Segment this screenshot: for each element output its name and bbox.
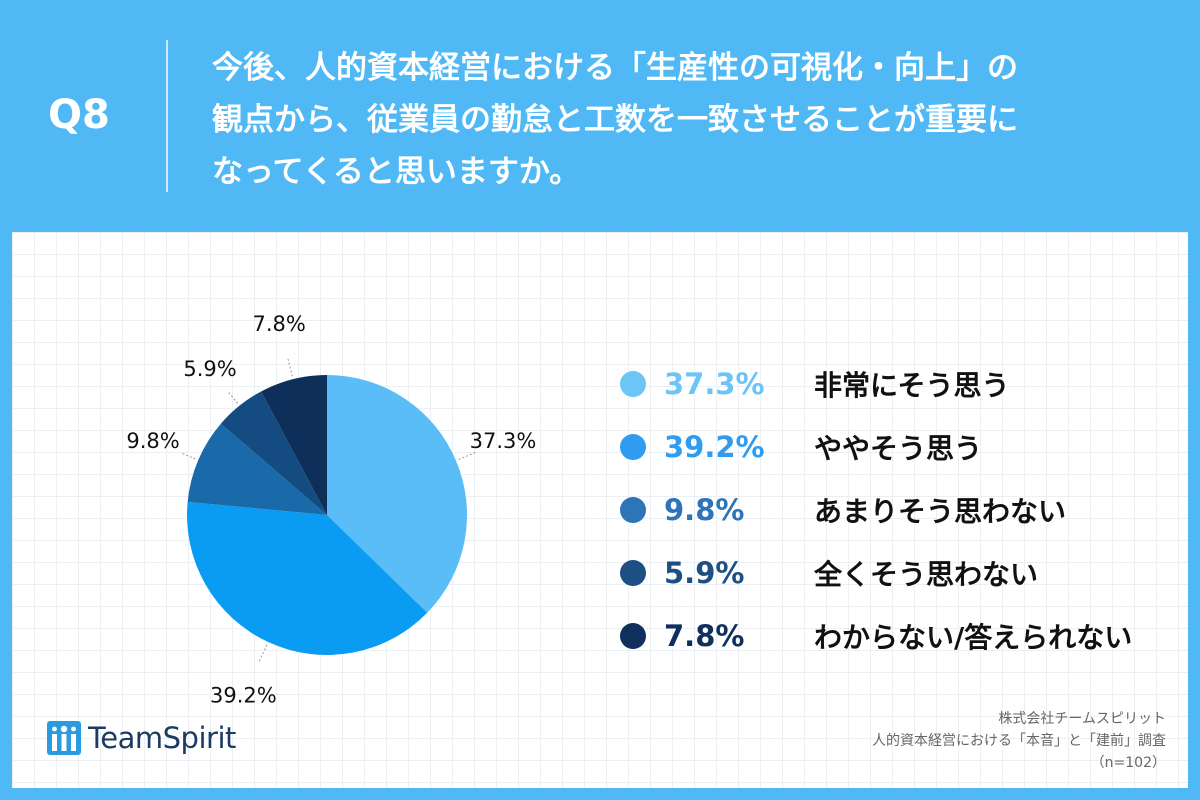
leader-line (458, 451, 476, 460)
question-number: Q8 (48, 92, 110, 138)
pie-data-label: 5.9% (183, 357, 236, 381)
leader-line (180, 452, 196, 460)
leader-line (227, 390, 238, 404)
pie-slice (187, 501, 428, 655)
question-line: 観点から、従業員の勤怠と工数を一致させることが重要に (212, 102, 1018, 138)
question-line: 今後、人的資本経営における「生産性の可視化・向上」の (212, 50, 1018, 86)
question-text: 今後、人的資本経営における「生産性の可視化・向上」の 観点から、従業員の勤怠と工… (212, 42, 1162, 198)
logo-text: TeamSpirit (88, 721, 236, 755)
legend-item: 39.2% ややそう思う (620, 415, 1180, 478)
legend-dot (620, 370, 646, 397)
teamspirit-logo: TeamSpirit (46, 720, 236, 756)
legend-label: 全くそう思わない (814, 557, 1039, 591)
legend-label: あまりそう思わない (814, 494, 1067, 528)
legend-dot (620, 622, 646, 649)
pie-data-label: 9.8% (126, 429, 179, 453)
leader-line (258, 644, 268, 662)
pie-slice (327, 375, 467, 613)
source-sample: （n=102） (1090, 755, 1166, 771)
legend-percent: 7.8% (664, 618, 745, 653)
legend-percent: 37.3% (664, 366, 765, 401)
legend-label: ややそう思う (814, 431, 983, 465)
logo-mark-icon (47, 721, 81, 755)
legend-item: 7.8% わからない/答えられない (620, 604, 1180, 667)
legend-label: 非常にそう思う (814, 368, 1010, 402)
pie-data-label: 7.8% (253, 312, 306, 336)
leader-line (287, 358, 293, 377)
pie-data-label: 37.3% (470, 429, 537, 453)
legend-dot (620, 433, 646, 460)
source-company: 株式会社チームスピリット (998, 711, 1166, 727)
pie-data-label: 39.2% (210, 684, 277, 708)
pie-slice (187, 423, 327, 515)
legend-percent: 5.9% (664, 555, 745, 590)
chart-panel: 37.3% 39.2% 9.8% 5.9% 7.8% 37.3% 非常にそう思う 39.… (12, 232, 1188, 788)
legend: 37.3% 非常にそう思う 39.2% ややそう思う 9.8% あまりそう思わな… (620, 352, 1180, 667)
question-line: なってくると思いますか。 (212, 154, 581, 190)
source-survey: 人的資本経営における「本音」と「建前」調査 (872, 733, 1166, 749)
legend-percent: 9.8% (664, 492, 745, 527)
legend-label: わからない/答えられない (814, 620, 1133, 654)
pie-slice (261, 375, 327, 515)
pie-chart: 37.3% 39.2% 9.8% 5.9% 7.8% (126, 312, 537, 708)
legend-dot (620, 496, 646, 523)
pie-slice (220, 391, 327, 515)
legend-percent: 39.2% (664, 429, 765, 464)
legend-item: 5.9% 全くそう思わない (620, 541, 1180, 604)
header: Q8 今後、人的資本経営における「生産性の可視化・向上」の 観点から、従業員の勤… (0, 0, 1200, 232)
legend-item: 37.3% 非常にそう思う (620, 352, 1180, 415)
legend-item: 9.8% あまりそう思わない (620, 478, 1180, 541)
legend-dot (620, 559, 646, 586)
header-divider (166, 40, 168, 192)
source-note: 株式会社チームスピリット 人的資本経営における「本音」と「建前」調査 （n=10… (872, 708, 1166, 774)
